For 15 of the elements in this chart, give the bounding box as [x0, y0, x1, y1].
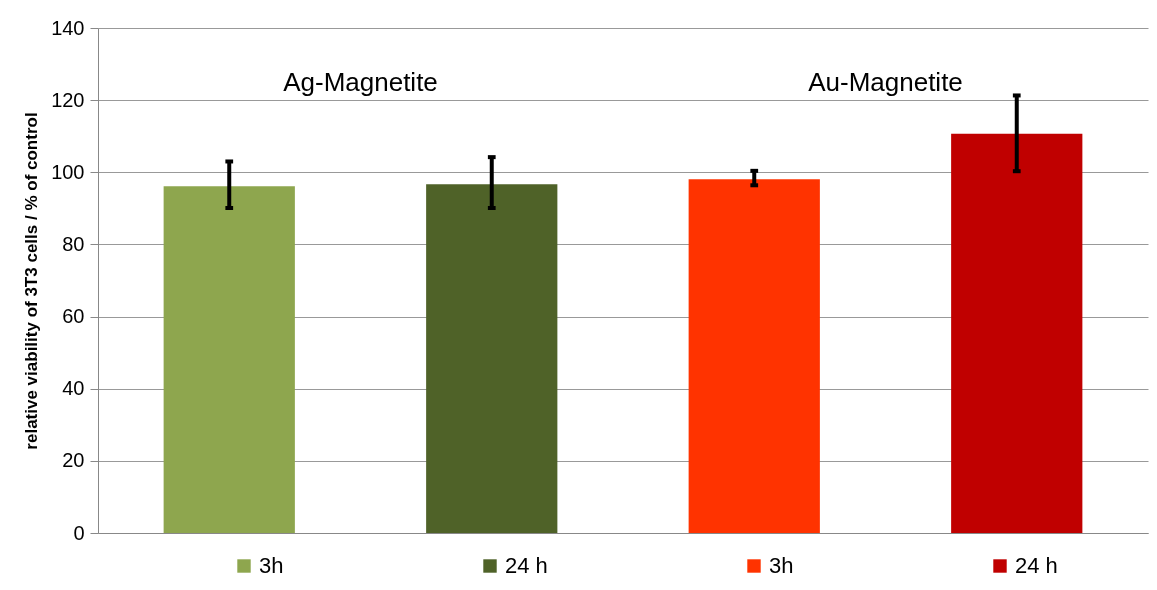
- y-tick-label: 80: [62, 232, 85, 255]
- y-axis-title: relative viability of 3T3 cells / % of control: [22, 112, 42, 450]
- y-tick-label: 60: [62, 305, 85, 328]
- y-tick-label: 40: [62, 377, 85, 400]
- legend-label: 3h: [769, 553, 794, 578]
- legend-label: 24 h: [505, 553, 548, 578]
- annotation: Ag-Magnetite: [283, 67, 438, 97]
- legend-label: 24 h: [1015, 553, 1058, 578]
- y-tick-label: 0: [73, 521, 85, 544]
- annotation: Au-Magnetite: [808, 67, 963, 97]
- y-tick-label: 120: [51, 88, 85, 111]
- legend-label: 3h: [259, 553, 284, 578]
- y-tick-label: 140: [51, 16, 85, 39]
- y-tick-label: 100: [51, 160, 85, 183]
- y-tick-label: 20: [62, 449, 85, 472]
